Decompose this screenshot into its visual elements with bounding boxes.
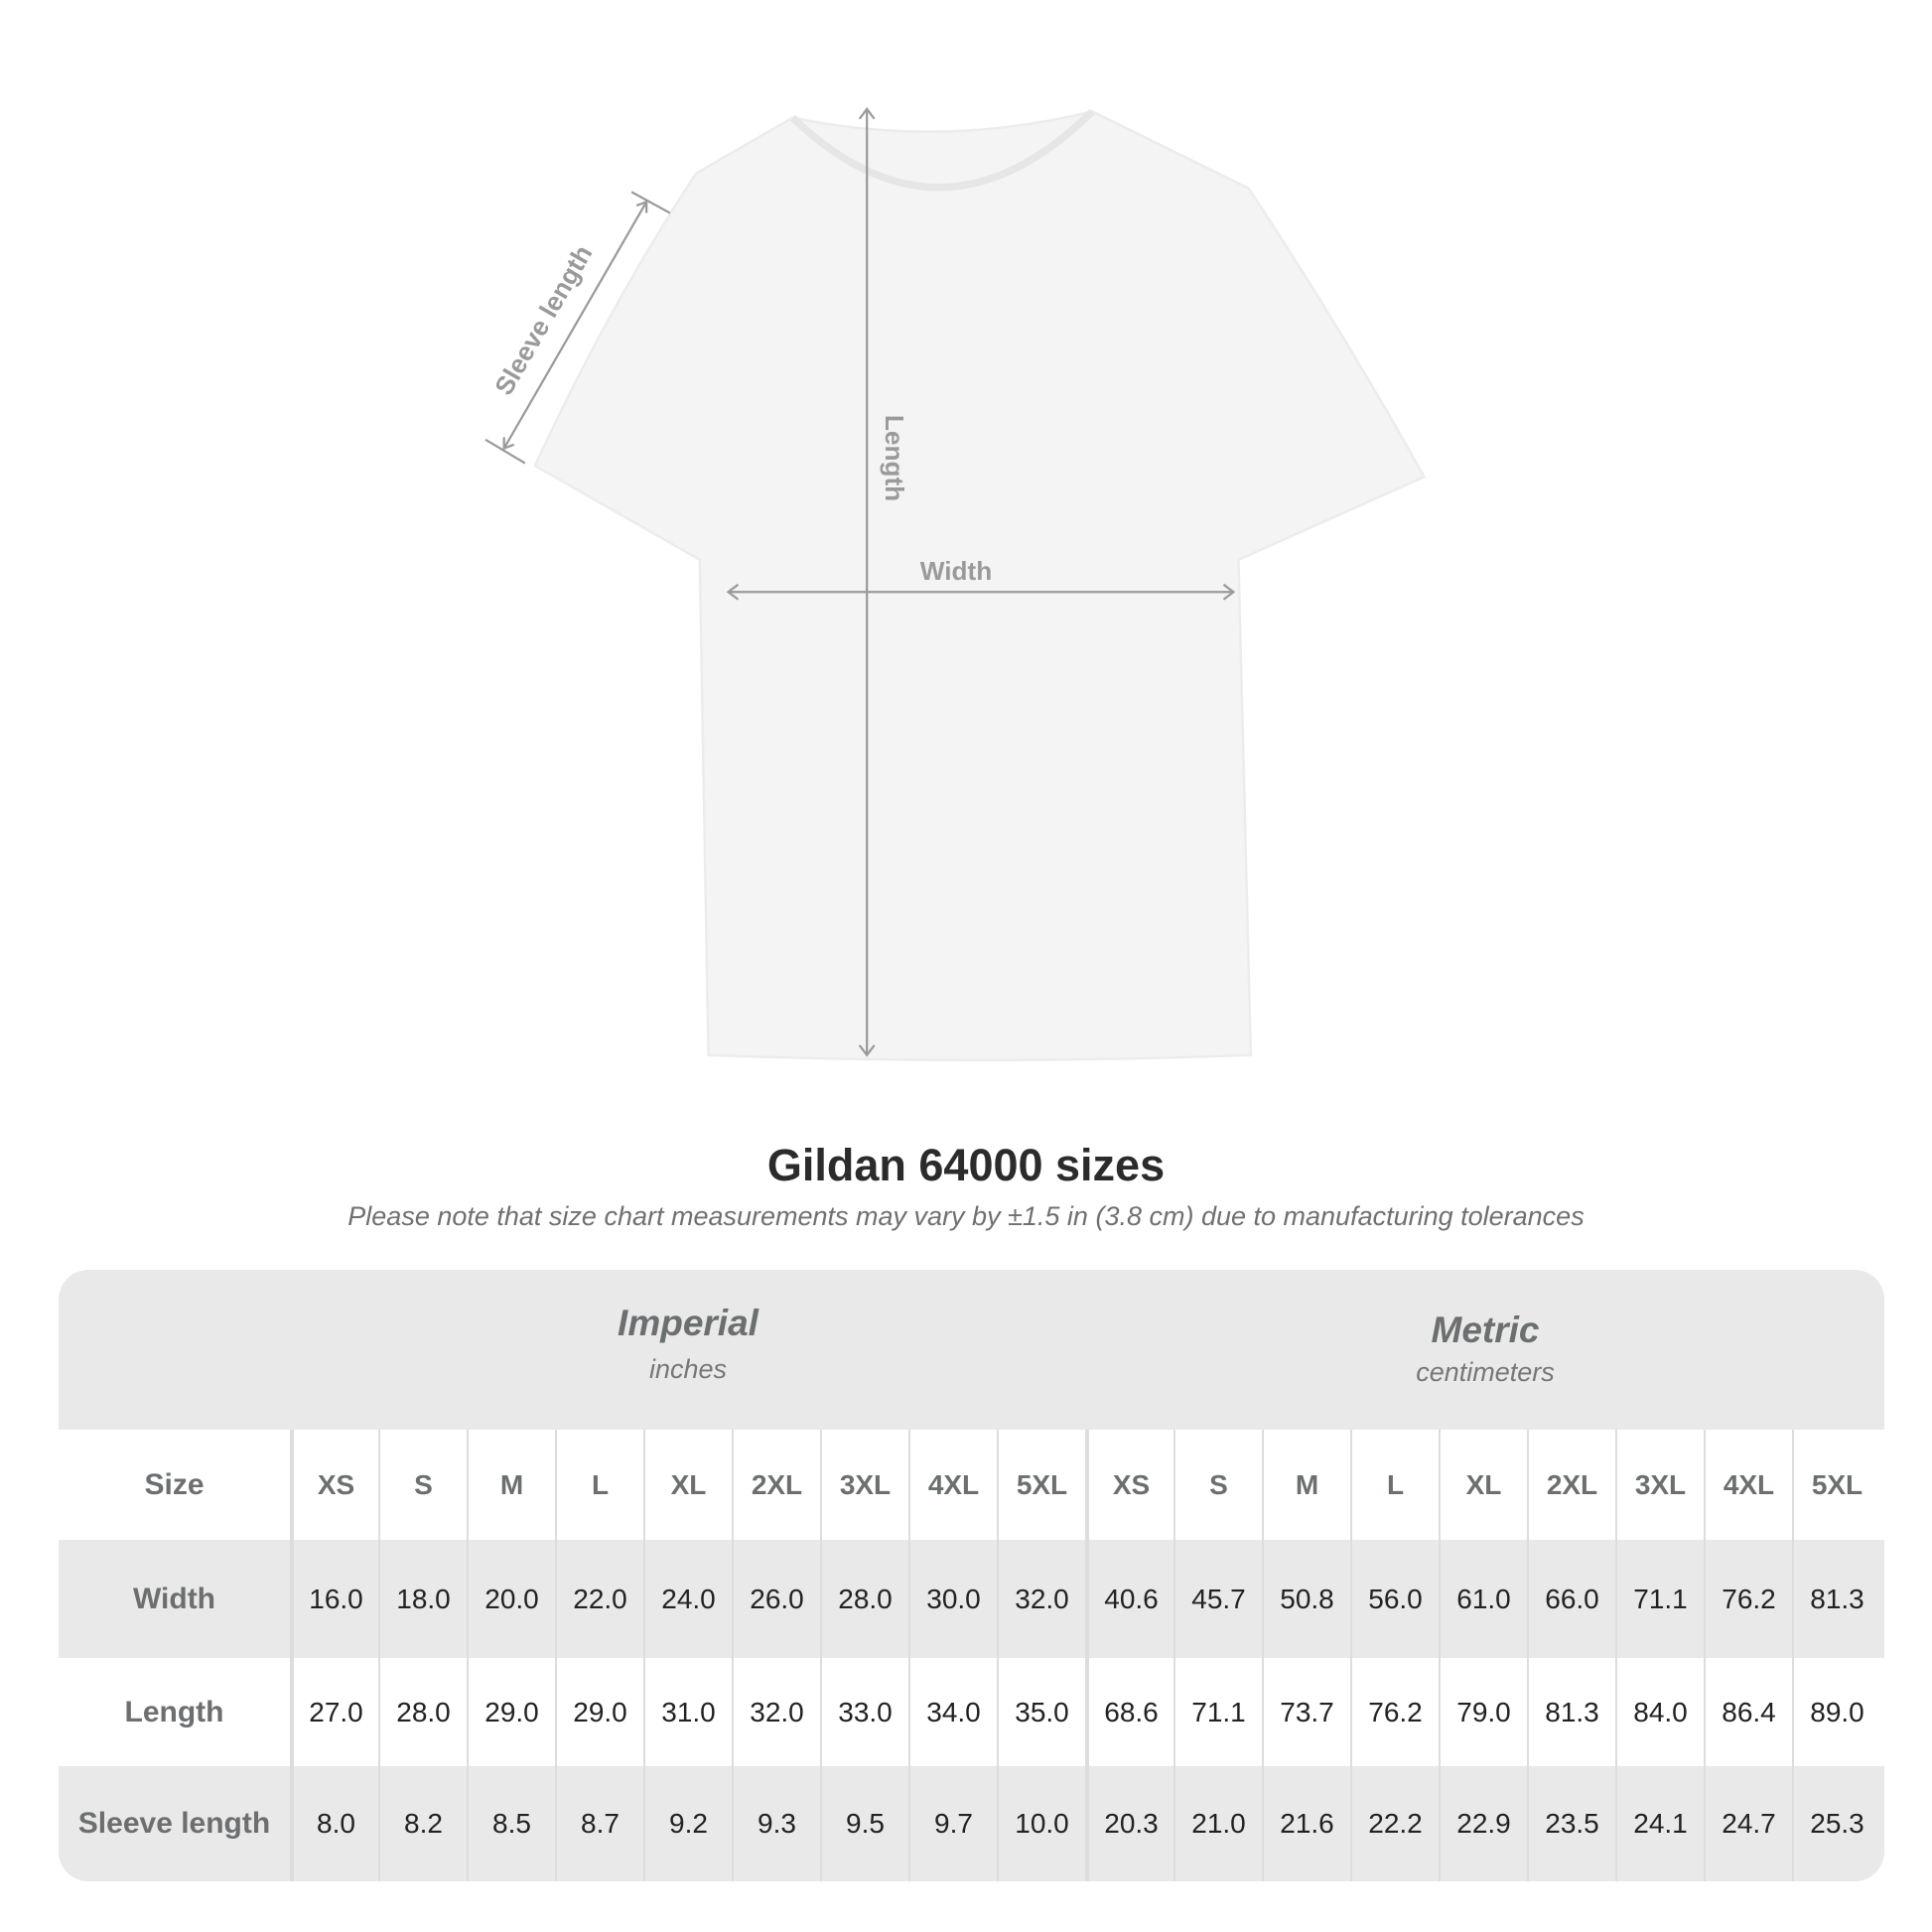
table-cell-imperial: 34.0 bbox=[908, 1658, 997, 1766]
table-cell-imperial: 18.0 bbox=[378, 1540, 467, 1658]
table-cell-imperial: 10.0 bbox=[997, 1766, 1085, 1881]
table-cell-imperial: 32.0 bbox=[732, 1658, 820, 1766]
table-cell-metric: 86.4 bbox=[1704, 1658, 1792, 1766]
table-cell-imperial: 9.3 bbox=[732, 1766, 820, 1881]
page-title: Gildan 64000 sizes bbox=[766, 1140, 1166, 1190]
table-cell-imperial: 8.5 bbox=[467, 1766, 555, 1881]
tshirt-collar bbox=[789, 108, 1095, 192]
size-header-metric: 4XL bbox=[1704, 1430, 1792, 1540]
table-cell-imperial: 27.0 bbox=[290, 1658, 378, 1766]
imperial-unit: inches bbox=[648, 1354, 728, 1384]
size-header-imperial: S bbox=[378, 1430, 467, 1540]
table-cell-imperial: 29.0 bbox=[555, 1658, 643, 1766]
table-row: Sleeve length 8.0 8.2 8.5 8.7 9.2 9.3 9.5 9.7 10.… bbox=[59, 1766, 1884, 1881]
table-cell-metric: 71.1 bbox=[1173, 1658, 1262, 1766]
row-label: Sleeve length bbox=[77, 1807, 271, 1840]
table-row: Width 16.0 18.0 20.0 22.0 24.0 26.0 28.0 30.0 32.… bbox=[59, 1540, 1884, 1658]
row-label: Length bbox=[124, 1695, 224, 1728]
length-label: Length bbox=[880, 415, 909, 501]
table-cell-imperial: 9.7 bbox=[908, 1766, 997, 1881]
table-cell-metric: 81.3 bbox=[1792, 1540, 1880, 1658]
table-cell-metric: 84.0 bbox=[1615, 1658, 1704, 1766]
size-header-imperial: L bbox=[555, 1430, 643, 1540]
size-header-metric: XL bbox=[1439, 1430, 1527, 1540]
table-cell-metric: 21.6 bbox=[1262, 1766, 1350, 1881]
metric-header: Metric centimeters bbox=[1086, 1270, 1884, 1430]
table-cell-imperial: 31.0 bbox=[643, 1658, 732, 1766]
table-cell-metric: 79.0 bbox=[1439, 1658, 1527, 1766]
table-cell-metric: 40.6 bbox=[1085, 1540, 1173, 1658]
table-cell-metric: 76.2 bbox=[1704, 1540, 1792, 1658]
table-cell-metric: 89.0 bbox=[1792, 1658, 1880, 1766]
table-cell-metric: 21.0 bbox=[1173, 1766, 1262, 1881]
table-cell-metric: 76.2 bbox=[1350, 1658, 1439, 1766]
width-label: Width bbox=[920, 556, 992, 586]
table-cell-imperial: 28.0 bbox=[378, 1658, 467, 1766]
table-cell-imperial: 30.0 bbox=[908, 1540, 997, 1658]
size-header-metric: XS bbox=[1085, 1430, 1173, 1540]
table-cell-metric: 56.0 bbox=[1350, 1540, 1439, 1658]
table-cell-metric: 50.8 bbox=[1262, 1540, 1350, 1658]
size-header-imperial: 2XL bbox=[732, 1430, 820, 1540]
table-cell-metric: 68.6 bbox=[1085, 1658, 1173, 1766]
table-cell-metric: 81.3 bbox=[1527, 1658, 1615, 1766]
table-cell-imperial: 32.0 bbox=[997, 1540, 1085, 1658]
table-cell-imperial: 9.2 bbox=[643, 1766, 732, 1881]
size-header-row: Size XS S M L XL 2XL 3XL 4XL 5XL XS S M L XL 2XL 3XL 4XL 5… bbox=[59, 1430, 1884, 1540]
row-label: Size bbox=[144, 1467, 205, 1501]
table-cell-imperial: 16.0 bbox=[290, 1540, 378, 1658]
tshirt-shape bbox=[533, 109, 1427, 1062]
imperial-header: Imperial inches bbox=[290, 1270, 1086, 1430]
metric-title: Metric bbox=[1431, 1310, 1540, 1350]
table-cell-imperial: 8.0 bbox=[290, 1766, 378, 1881]
table-cell-metric: 24.1 bbox=[1615, 1766, 1704, 1881]
size-header-imperial: XS bbox=[290, 1430, 378, 1540]
size-header-metric: L bbox=[1350, 1430, 1439, 1540]
table-cell-imperial: 28.0 bbox=[820, 1540, 908, 1658]
table-cell-metric: 25.3 bbox=[1792, 1766, 1880, 1881]
table-cell-metric: 24.7 bbox=[1704, 1766, 1792, 1881]
size-header-metric: M bbox=[1262, 1430, 1350, 1540]
size-header-metric: 2XL bbox=[1527, 1430, 1615, 1540]
size-header-metric: 3XL bbox=[1615, 1430, 1704, 1540]
size-header-metric: 5XL bbox=[1792, 1430, 1880, 1540]
table-cell-imperial: 9.5 bbox=[820, 1766, 908, 1881]
table-cell-metric: 23.5 bbox=[1527, 1766, 1615, 1881]
table-cell-imperial: 8.2 bbox=[378, 1766, 467, 1881]
table-cell-metric: 45.7 bbox=[1173, 1540, 1262, 1658]
table-cell-imperial: 22.0 bbox=[555, 1540, 643, 1658]
table-cell-metric: 22.9 bbox=[1439, 1766, 1527, 1881]
table-cell-imperial: 33.0 bbox=[820, 1658, 908, 1766]
table-cell-metric: 61.0 bbox=[1439, 1540, 1527, 1658]
size-header-imperial: 5XL bbox=[997, 1430, 1085, 1540]
size-header-imperial: 3XL bbox=[820, 1430, 908, 1540]
table-cell-metric: 71.1 bbox=[1615, 1540, 1704, 1658]
imperial-title: Imperial bbox=[618, 1303, 759, 1343]
tolerance-note: Please note that size chart measurements… bbox=[347, 1201, 1585, 1231]
size-header-imperial: M bbox=[467, 1430, 555, 1540]
table-cell-imperial: 35.0 bbox=[997, 1658, 1085, 1766]
size-header-imperial: 4XL bbox=[908, 1430, 997, 1540]
table-cell-metric: 66.0 bbox=[1527, 1540, 1615, 1658]
table-cell-imperial: 29.0 bbox=[467, 1658, 555, 1766]
size-table: Imperial inches Metric centimeters Size X… bbox=[59, 1270, 1884, 1881]
table-row: Length 27.0 28.0 29.0 29.0 31.0 32.0 33.0 34.0 35… bbox=[59, 1658, 1884, 1766]
measurement-arrows bbox=[484, 106, 1236, 1057]
table-cell-metric: 20.3 bbox=[1085, 1766, 1173, 1881]
table-cell-metric: 22.2 bbox=[1350, 1766, 1439, 1881]
table-cell-imperial: 20.0 bbox=[467, 1540, 555, 1658]
table-cell-imperial: 8.7 bbox=[555, 1766, 643, 1881]
row-label: Width bbox=[132, 1582, 216, 1615]
table-cell-imperial: 26.0 bbox=[732, 1540, 820, 1658]
table-cell-imperial: 24.0 bbox=[643, 1540, 732, 1658]
size-header-imperial: XL bbox=[643, 1430, 732, 1540]
metric-unit: centimeters bbox=[1416, 1357, 1555, 1387]
size-header-metric: S bbox=[1173, 1430, 1262, 1540]
table-cell-metric: 73.7 bbox=[1262, 1658, 1350, 1766]
